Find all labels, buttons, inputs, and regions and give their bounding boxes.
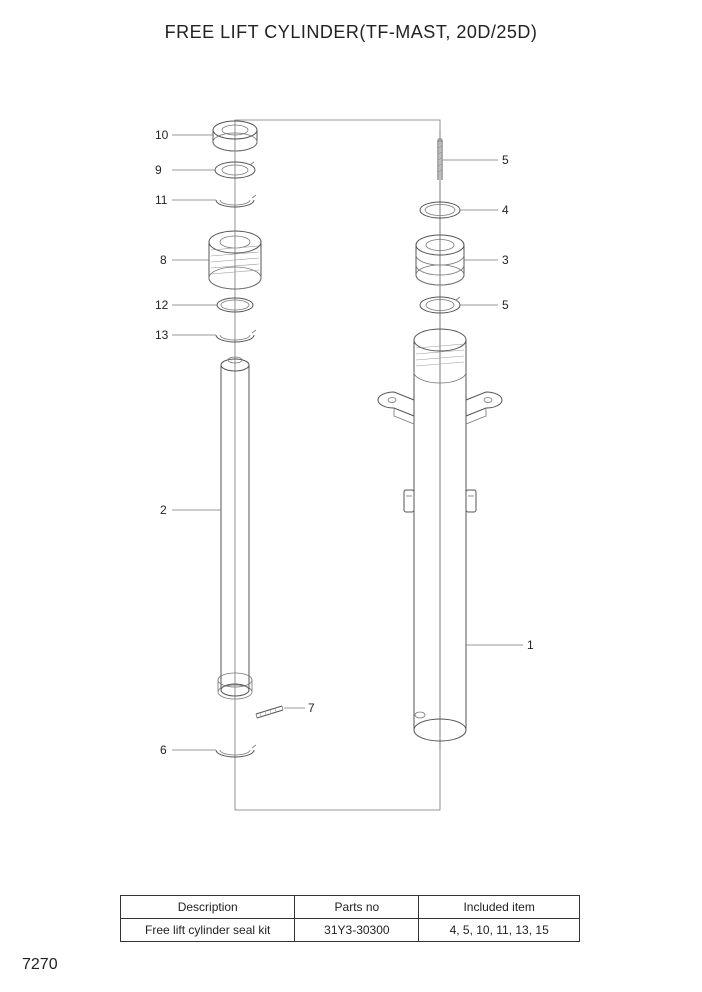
callout-7: 6 (160, 743, 167, 757)
callout-3: 3 (502, 253, 509, 267)
cell-included: 4, 5, 10, 11, 13, 15 (419, 919, 580, 942)
exploded-diagram: 10 9 11 8 12 13 2 6 7 5 4 3 5 1 (60, 90, 620, 850)
parts-table: Description Parts no Included item Free … (120, 895, 580, 942)
callout-leaders (172, 135, 523, 750)
callout-6: 5 (502, 153, 509, 167)
callout-2: 2 (160, 503, 167, 517)
table-header-row: Description Parts no Included item (121, 896, 580, 919)
parts-table-wrap: Description Parts no Included item Free … (120, 895, 580, 942)
callout-9: 8 (160, 253, 167, 267)
col-description: Description (121, 896, 295, 919)
part-15 (216, 330, 256, 342)
page-title: FREE LIFT CYLINDER(TF-MAST, 20D/25D) (0, 22, 702, 43)
page-number: 7270 (22, 956, 58, 974)
connector-line (235, 120, 440, 810)
callout-13: 12 (155, 298, 168, 312)
callout-11: 10 (155, 128, 168, 142)
page: FREE LIFT CYLINDER(TF-MAST, 20D/25D) (0, 0, 702, 992)
table-row: Free lift cylinder seal kit 31Y3-30300 4… (121, 919, 580, 942)
part-7 (216, 745, 256, 757)
col-included: Included item (419, 896, 580, 919)
callout-4: 4 (502, 203, 509, 217)
callout-10: 9 (155, 163, 162, 177)
part-12 (216, 195, 256, 207)
left-stack (209, 121, 283, 790)
callout-1: 1 (527, 638, 534, 652)
callout-5: 5 (502, 298, 509, 312)
part-8 (256, 706, 283, 718)
col-parts-no: Parts no (295, 896, 419, 919)
callout-12: 11 (155, 193, 167, 207)
cell-description: Free lift cylinder seal kit (121, 919, 295, 942)
right-stack (378, 130, 502, 750)
diagram-svg (60, 90, 620, 850)
cell-parts-no: 31Y3-30300 (295, 919, 419, 942)
callout-8: 7 (308, 701, 315, 715)
callout-15: 13 (155, 328, 168, 342)
